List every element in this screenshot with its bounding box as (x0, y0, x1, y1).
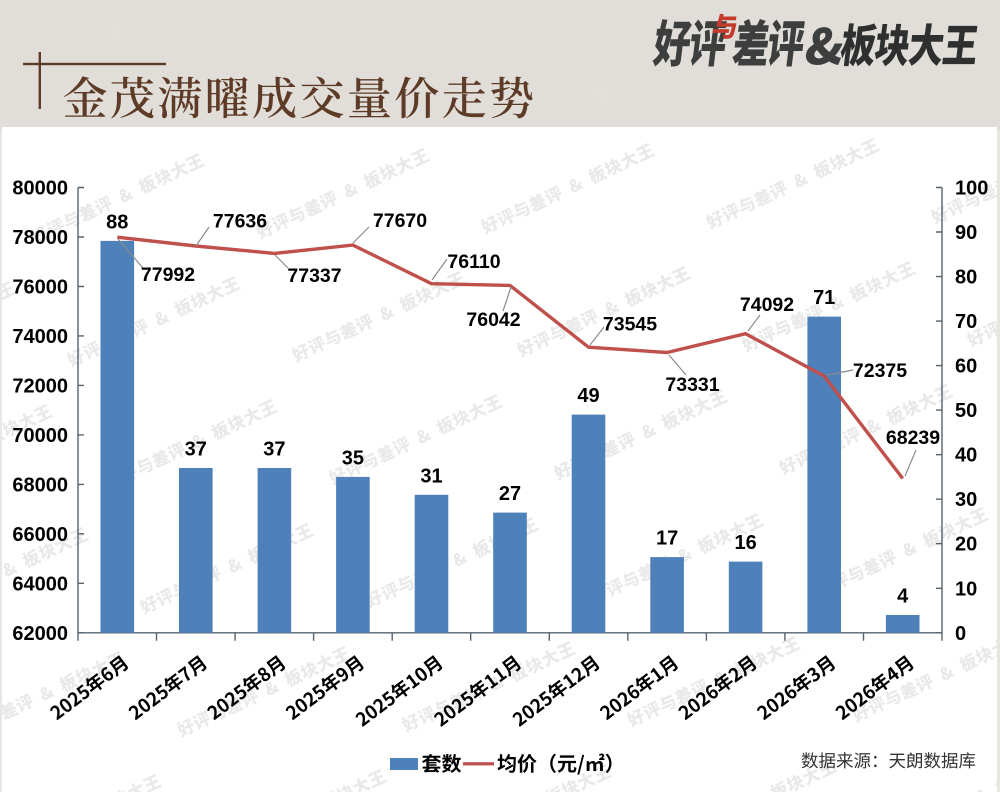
svg-text:40: 40 (955, 445, 977, 467)
svg-text:4: 4 (897, 586, 909, 608)
svg-text:72000: 72000 (12, 375, 68, 397)
svg-text:80: 80 (955, 267, 977, 289)
svg-text:70000: 70000 (12, 425, 68, 447)
svg-text:74000: 74000 (12, 326, 68, 348)
svg-text:27: 27 (499, 483, 521, 505)
svg-text:10: 10 (955, 578, 977, 600)
svg-text:31: 31 (420, 465, 442, 487)
svg-text:68239: 68239 (886, 427, 940, 449)
svg-text:76110: 76110 (447, 251, 500, 273)
svg-text:71: 71 (813, 287, 835, 309)
svg-text:70: 70 (955, 311, 977, 333)
svg-text:100: 100 (955, 178, 988, 200)
svg-text:50: 50 (955, 400, 977, 422)
svg-text:77337: 77337 (287, 265, 341, 287)
svg-text:76042: 76042 (466, 309, 520, 331)
svg-text:77670: 77670 (373, 210, 427, 232)
svg-text:37: 37 (263, 439, 285, 461)
svg-text:16: 16 (734, 532, 756, 554)
svg-text:62000: 62000 (12, 623, 68, 645)
svg-text:0: 0 (955, 623, 966, 645)
svg-text:73545: 73545 (603, 314, 657, 336)
svg-text:72375: 72375 (853, 360, 907, 382)
svg-text:78000: 78000 (12, 227, 68, 249)
svg-text:30: 30 (955, 489, 977, 511)
svg-text:37: 37 (185, 439, 207, 461)
svg-text:17: 17 (656, 528, 678, 550)
svg-text:66000: 66000 (12, 524, 68, 546)
svg-text:76000: 76000 (12, 277, 68, 299)
svg-text:77992: 77992 (141, 264, 195, 286)
svg-text:90: 90 (955, 222, 977, 244)
svg-text:77636: 77636 (213, 211, 267, 233)
svg-text:88: 88 (106, 211, 128, 233)
svg-text:68000: 68000 (12, 474, 68, 496)
svg-text:73331: 73331 (665, 374, 719, 396)
svg-text:80000: 80000 (12, 178, 68, 200)
svg-text:20: 20 (955, 534, 977, 556)
svg-text:49: 49 (577, 385, 599, 407)
svg-text:64000: 64000 (12, 573, 68, 595)
svg-text:60: 60 (955, 356, 977, 378)
svg-text:74092: 74092 (740, 294, 794, 316)
svg-text:35: 35 (342, 447, 364, 469)
